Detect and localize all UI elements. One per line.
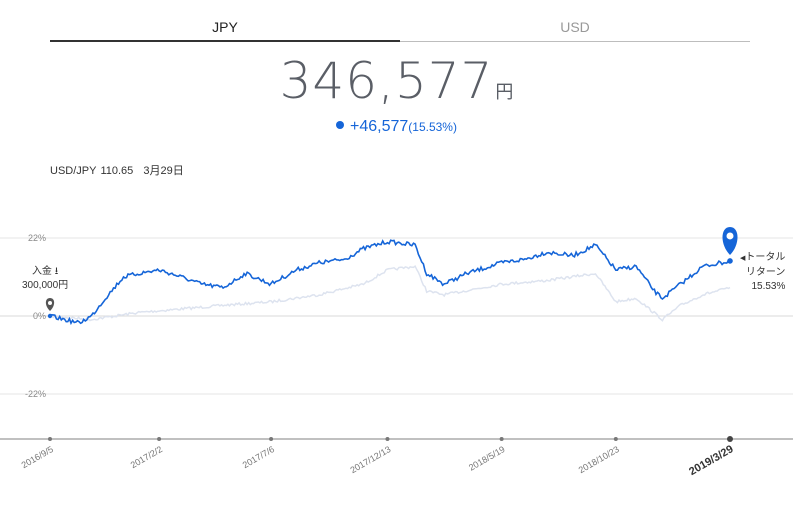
x-tick-label: 2017/7/6 xyxy=(241,444,276,470)
balance-unit: 円 xyxy=(495,82,514,102)
total-return-line2: リターン xyxy=(745,267,786,278)
x-tick-label: 2017/12/13 xyxy=(348,444,392,475)
x-tick-label: 2019/3/29 xyxy=(687,443,735,478)
change-amount: +46,577 xyxy=(350,118,409,135)
x-tick-label: 2018/10/23 xyxy=(577,444,621,475)
x-tick-dot xyxy=(613,437,618,441)
x-tick-dot xyxy=(727,436,733,442)
current-location-pin-icon xyxy=(722,226,738,255)
x-tick-dot xyxy=(48,437,52,441)
x-tick-dot xyxy=(157,437,162,441)
deposit-label: 入金 xyxy=(31,266,52,277)
currency-tabs: JPY USD xyxy=(50,14,750,42)
x-tick-label: 2016/9/5 xyxy=(20,444,55,470)
portfolio-line xyxy=(49,239,731,326)
pointer-left-icon: ◀ xyxy=(740,255,746,262)
total-return-value: 15.53% xyxy=(751,281,786,292)
y-tick-label: 0% xyxy=(33,311,46,321)
total-return-line1: トータル xyxy=(745,252,786,263)
deposit-annotation: 入金 ⭳ 300,000円 xyxy=(22,265,68,293)
change-percent: (15.53%) xyxy=(408,120,457,134)
fx-date: 3月29日 xyxy=(143,165,184,177)
x-tick-dot xyxy=(269,437,274,441)
end-point xyxy=(727,258,733,264)
x-tick-dot xyxy=(385,437,390,441)
start-point xyxy=(47,313,53,319)
benchmark-line xyxy=(49,264,731,322)
change-dot-icon xyxy=(336,121,344,129)
total-return-annotation: ◀トータル リターン 15.53% xyxy=(740,251,785,294)
x-tick-dot xyxy=(499,437,504,441)
deposit-pin-hole xyxy=(48,301,52,305)
tab-usd[interactable]: USD xyxy=(400,14,750,42)
fx-rate: USD/JPY 110.65 3月29日 xyxy=(50,162,188,178)
x-tick-label: 2017/2/2 xyxy=(129,444,164,470)
current-pin-hole xyxy=(726,232,734,240)
y-tick-label: -22% xyxy=(25,389,46,399)
profit-change: +46,577(15.53%) xyxy=(0,118,793,136)
fx-rate-value: 110.65 xyxy=(100,165,134,177)
fx-pair: USD/JPY xyxy=(50,165,97,177)
total-balance: 346,577 円 xyxy=(0,52,793,110)
x-tick-label: 2018/5/19 xyxy=(467,444,507,473)
tab-jpy[interactable]: JPY xyxy=(50,14,400,42)
deposit-amount: 300,000円 xyxy=(22,280,69,291)
y-tick-label: 22% xyxy=(28,233,46,243)
deposit-icon: ⭳ xyxy=(54,266,59,277)
balance-amount: 346,577 xyxy=(279,52,494,110)
